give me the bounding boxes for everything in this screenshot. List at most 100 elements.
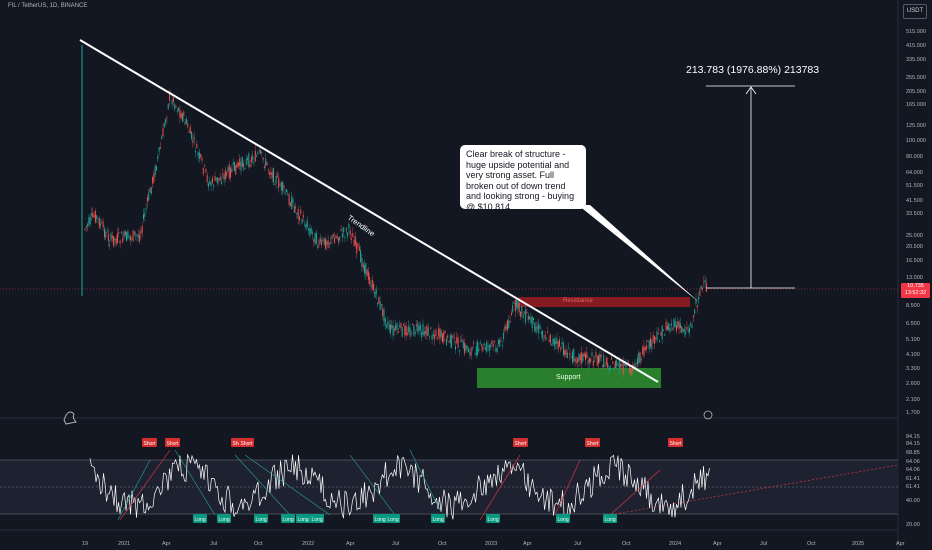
long-signal-tag[interactable]: Long [296,514,310,523]
svg-text:Short: Short [670,441,683,447]
price-axis-label: 255.000 [906,75,926,81]
price-axis-label: 515.000 [906,29,926,35]
time-axis-label: 2022 [302,541,314,547]
time-axis[interactable]: 19 2021 Apr Jul Oct 2022 Apr Jul Oct 2023 Apr Jul Oc… [82,541,905,547]
time-axis-label: Apr [162,541,171,547]
time-axis-label: Apr [713,541,722,547]
currency-button[interactable]: USDT [903,4,927,19]
svg-text:Long: Long [488,517,499,523]
price-axis-label: 51.500 [906,183,923,189]
price-axis-label: 3.300 [906,366,920,372]
svg-text:Short: Short [144,441,157,447]
long-signal-tag[interactable]: Long [281,514,295,523]
long-signal-tag[interactable]: Long [310,514,324,523]
time-axis-label: 19 [82,541,88,547]
long-signal-tag[interactable]: Long [486,514,500,523]
symbol-header[interactable]: FIL / TetherUS, 1D, BINANCE [8,3,88,9]
time-axis-label: Oct [254,541,263,547]
osc-axis-label: 84.15 [906,441,920,447]
price-axis[interactable]: 515.000 415.000 335.000 255.000 205.000 165.0… [906,29,926,416]
svg-text:Long: Long [298,517,309,523]
short-signal-tag[interactable]: Short [513,438,528,447]
short-signal-tag[interactable]: Short [142,438,157,447]
time-axis-label: Apr [896,541,905,547]
long-signal-tag[interactable]: Long [556,514,570,523]
svg-text:Long: Long [195,517,206,523]
price-axis-label: 25.000 [906,233,923,239]
target-label: 213.783 (1976.88%) 213783 [686,64,820,76]
osc-axis-label: 20.00 [906,522,920,528]
resistance-label: Resistance [563,298,593,304]
osc-axis-label: 61.41 [906,484,920,490]
svg-text:Long: Long [256,517,267,523]
price-axis-label: 16.500 [906,258,923,264]
price-axis-label: 80.000 [906,154,923,160]
last-price-tag: 10.735 13:52:32 [901,283,930,298]
time-axis-label: Apr [523,541,532,547]
price-axis-label: 165.000 [906,102,926,108]
price-axis-label: 415.000 [906,43,926,49]
price-axis-label: 33.500 [906,211,923,217]
price-axis-label: 4.100 [906,352,920,358]
long-signal-tag[interactable]: Long [254,514,268,523]
last-price-value: 10.735 [907,283,924,289]
time-axis-label: Jul [760,541,767,547]
time-axis-label: Oct [622,541,631,547]
callout-note[interactable]: Clear break of structure - huge upside p… [460,145,586,212]
osc-axis-label: 64.06 [906,459,920,465]
time-axis-label: 2021 [118,541,130,547]
long-signal-tag[interactable]: Long [603,514,617,523]
svg-text:Short: Short [233,441,246,447]
time-axis-label: 2024 [669,541,681,547]
long-signal-tag[interactable]: Long [386,514,400,523]
svg-text:Long: Long [433,517,444,523]
target-arrow-head [745,86,757,95]
time-axis-label: Apr [346,541,355,547]
svg-text:Long: Long [558,517,569,523]
svg-text:Short: Short [241,441,254,447]
svg-text:Short: Short [515,441,528,447]
svg-text:Long: Long [219,517,230,523]
price-axis-label: 5.100 [906,337,920,343]
callout-pointer [578,205,700,303]
short-signal-tag[interactable]: Short [585,438,600,447]
price-axis-label: 13.000 [906,275,923,281]
price-axis-label: 205.000 [906,89,926,95]
short-signal-tag[interactable]: Short [668,438,683,447]
svg-text:Long: Long [388,517,399,523]
svg-text:Long: Long [283,517,294,523]
osc-axis-label: 68.85 [906,450,920,456]
price-axis-label: 8.500 [906,303,920,309]
long-signal-tag[interactable]: Long [193,514,207,523]
time-axis-label: 2025 [852,541,864,547]
svg-text:Long: Long [605,517,616,523]
support-label: Support [556,374,581,381]
price-axis-label: 2.100 [906,397,920,403]
long-signal-tag[interactable]: Long [373,514,387,523]
price-axis-label: 20.500 [906,244,923,250]
price-axis-label: 41.500 [906,198,923,204]
price-axis-label: 1.700 [906,410,920,416]
time-axis-label: Jul [210,541,217,547]
osc-axis-label: 61.41 [906,476,920,482]
price-axis-label: 100.000 [906,138,926,144]
countdown-timer: 13:52:32 [904,290,927,296]
short-signal-tag[interactable]: Short [165,438,180,447]
long-signal-tag[interactable]: Long [431,514,445,523]
price-axis-label: 2.600 [906,381,920,387]
long-signal-tag[interactable]: Long [217,514,231,523]
svg-text:Long: Long [375,517,386,523]
tradingview-logo-icon[interactable] [63,411,78,425]
short-signal-tag[interactable]: Short [239,438,254,447]
settings-circle-icon[interactable] [703,410,713,420]
time-axis-label: Jul [392,541,399,547]
osc-axis-label: 40.00 [906,498,920,504]
osc-axis-label: 84.15 [906,434,920,440]
oscillator-line [89,449,710,521]
price-axis-label: 6.500 [906,321,920,327]
trendline[interactable] [79,39,659,383]
